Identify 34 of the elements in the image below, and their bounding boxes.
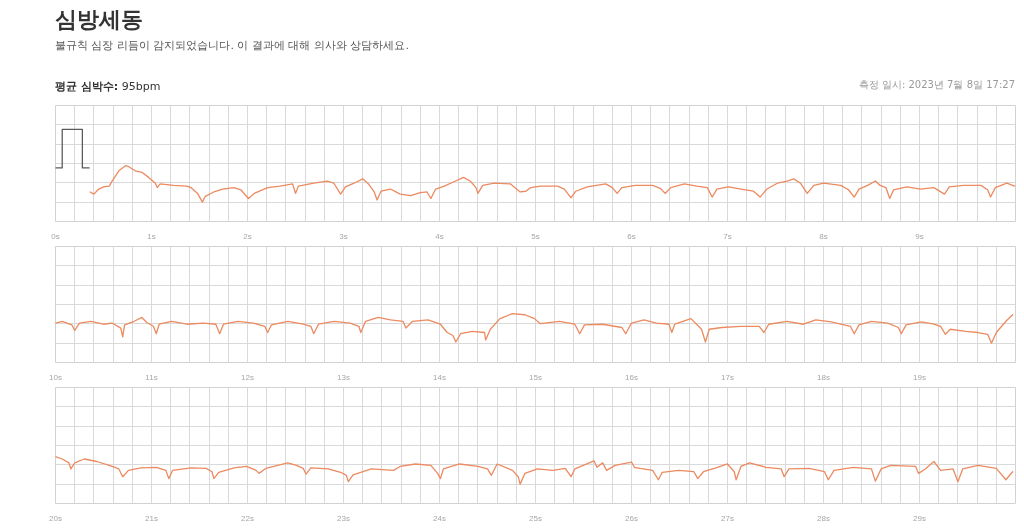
x-tick-label: 4s (435, 231, 444, 241)
x-tick-label: 2s (243, 231, 252, 241)
x-tick-label: 9s (915, 231, 924, 241)
x-tick-label: 18s (817, 372, 830, 382)
x-tick-label: 16s (625, 372, 638, 382)
chart-title: 심방세동 (55, 6, 143, 34)
x-tick-label: 20s (49, 513, 62, 523)
x-tick-label: 22s (241, 513, 254, 523)
x-tick-label: 10s (49, 372, 62, 382)
x-tick-label: 17s (721, 372, 734, 382)
x-tick-label: 24s (433, 513, 446, 523)
x-tick-label: 6s (627, 231, 636, 241)
x-tick-label: 27s (721, 513, 734, 523)
chart-subtitle: 불규칙 심장 리듬이 감지되었습니다. 이 결과에 대해 의사와 상담하세요. (55, 38, 409, 54)
x-tick-label: 25s (529, 513, 542, 523)
x-tick-label: 14s (433, 372, 446, 382)
x-tick-label: 11s (145, 372, 158, 382)
x-tick-label: 21s (145, 513, 158, 523)
x-tick-label: 15s (529, 372, 542, 382)
x-tick-label: 8s (819, 231, 828, 241)
x-tick-label: 19s (913, 372, 926, 382)
x-tick-label: 3s (339, 231, 348, 241)
x-tick-label: 0s (51, 231, 60, 241)
x-tick-label: 29s (913, 513, 926, 523)
x-tick-label: 23s (337, 513, 350, 523)
x-tick-label: 26s (625, 513, 638, 523)
x-tick-label: 7s (723, 231, 732, 241)
x-tick-label: 5s (531, 231, 540, 241)
x-tick-label: 1s (147, 231, 156, 241)
x-tick-label: 13s (337, 372, 350, 382)
text: 측정 일시: 2023년 7월 8일 17:27 (858, 78, 1015, 92)
text: 평균 심박수: 95bpm (55, 79, 161, 95)
x-tick-label: 28s (817, 513, 830, 523)
x-tick-label: 12s (241, 372, 254, 382)
